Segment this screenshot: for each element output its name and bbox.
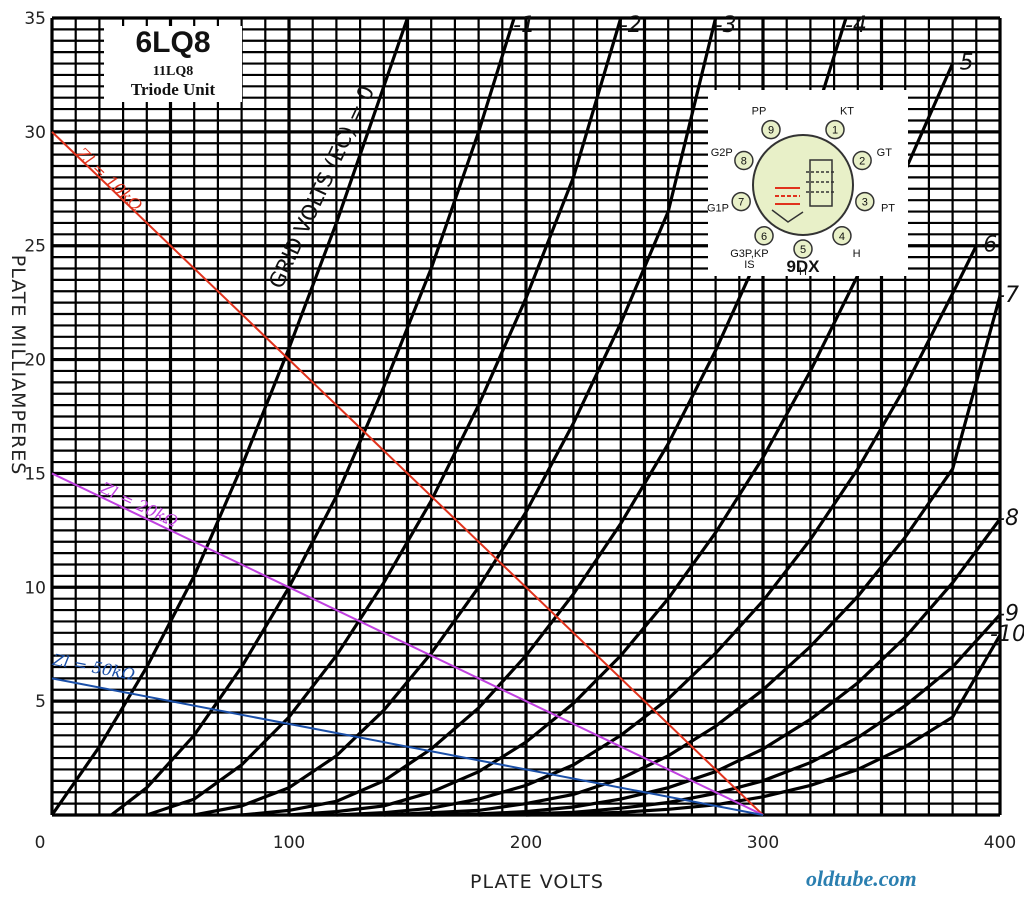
curve-ec-0: [50, 17, 410, 816]
load-line-2: [51, 677, 764, 816]
y-tick-label: 20: [24, 351, 46, 371]
curve-label-ec--9: -9: [997, 602, 1019, 627]
x-axis-title: PLATE VOLTS: [470, 871, 604, 893]
pin-label: PP: [752, 106, 767, 118]
pin-label: G1P: [707, 202, 729, 214]
curve-label-ec--1: -1: [513, 13, 535, 38]
curve-ec--2: [146, 17, 623, 817]
curve-label-ec--10: -10: [990, 622, 1024, 647]
pin-number: 5: [800, 244, 806, 256]
x-tick-label: 400: [984, 833, 1016, 853]
pin-label: H: [853, 248, 861, 260]
pin-7-icon: [731, 191, 751, 212]
curve-label-ec--8: -8: [997, 506, 1019, 531]
curve-label-ec--3: -3: [715, 13, 737, 38]
pentode-electrode-icon: [806, 159, 836, 207]
pin-number: 4: [839, 231, 845, 243]
curve-label-ec--5: -5: [952, 51, 974, 76]
curve-label-ec--6: -6: [975, 233, 997, 258]
pin-label: IS: [744, 259, 754, 271]
pin-2-icon: [852, 150, 872, 171]
curve-ec--8: [431, 518, 1002, 817]
pin-number: 8: [741, 156, 747, 168]
pin-label: KT: [840, 106, 854, 118]
pin-8-icon: [734, 150, 754, 171]
curve-ec--7: [383, 295, 1002, 817]
pin-6-icon: [754, 226, 774, 246]
grid-voltage-curves: [50, 17, 1002, 817]
curve-ec--1: [110, 17, 516, 817]
chart-grid: [50, 16, 1002, 817]
load-line-0: [51, 131, 764, 816]
pin-number: 6: [761, 231, 767, 243]
curve-label-ec--4: -4: [845, 13, 867, 38]
tube-envelope-icon: [752, 134, 854, 236]
pin-label: GT: [877, 147, 893, 159]
curve-label-ec--7: -7: [997, 283, 1019, 308]
pin-label: H: [799, 266, 807, 278]
curve-label-ec--2: -2: [620, 13, 642, 38]
y-tick-label: 35: [24, 9, 46, 29]
pin-number: 2: [859, 156, 865, 168]
y-tick-label: 25: [24, 237, 46, 257]
tube-title-block: 6LQ8 11LQ8 Triode Unit: [104, 26, 242, 102]
x-tick-label: 300: [747, 833, 779, 853]
x-tick-label: 0: [35, 833, 46, 853]
curve-ec--6: [336, 244, 978, 817]
pin-1-icon: [825, 119, 845, 140]
pin-number: 1: [832, 125, 838, 137]
pin-number: 7: [738, 197, 744, 209]
x-tick-label: 100: [273, 833, 305, 853]
site-watermark: oldtube.com: [806, 866, 917, 891]
tube-unit-label: Triode Unit: [130, 80, 216, 99]
y-tick-label: 30: [24, 123, 46, 143]
y-tick-label: 10: [24, 578, 46, 598]
pin-label: PT: [881, 202, 895, 214]
tube-alt-name: 11LQ8: [152, 64, 194, 79]
x-tick-label: 200: [510, 833, 542, 853]
pin-5-icon: [793, 239, 813, 259]
load-line-1: [51, 472, 764, 816]
triode-electrode-icon: [771, 187, 804, 223]
y-axis-title: PLATE MILLIAMPERES: [7, 255, 29, 476]
pin-3-icon: [855, 191, 875, 212]
tube-name: 6LQ8: [135, 26, 211, 59]
pin-number: 9: [768, 125, 774, 137]
curve-ec--5: [288, 62, 955, 817]
pin-label: G2P: [711, 147, 733, 159]
basing-code: 9DX: [786, 257, 820, 276]
y-tick-label: 15: [24, 464, 46, 484]
curve-labels: -1 -2 -3 -4 -5 -6-7 -8 -9-10: [513, 13, 1024, 647]
pin-9-icon: [761, 119, 781, 140]
curve-ec--3: [193, 17, 718, 817]
pin-4-icon: [832, 226, 852, 246]
y-tick-label: 5: [35, 692, 46, 712]
curve-ec--10: [525, 634, 1002, 817]
pin-number: 3: [862, 197, 868, 209]
pin-label: G3P,KP: [730, 248, 768, 260]
